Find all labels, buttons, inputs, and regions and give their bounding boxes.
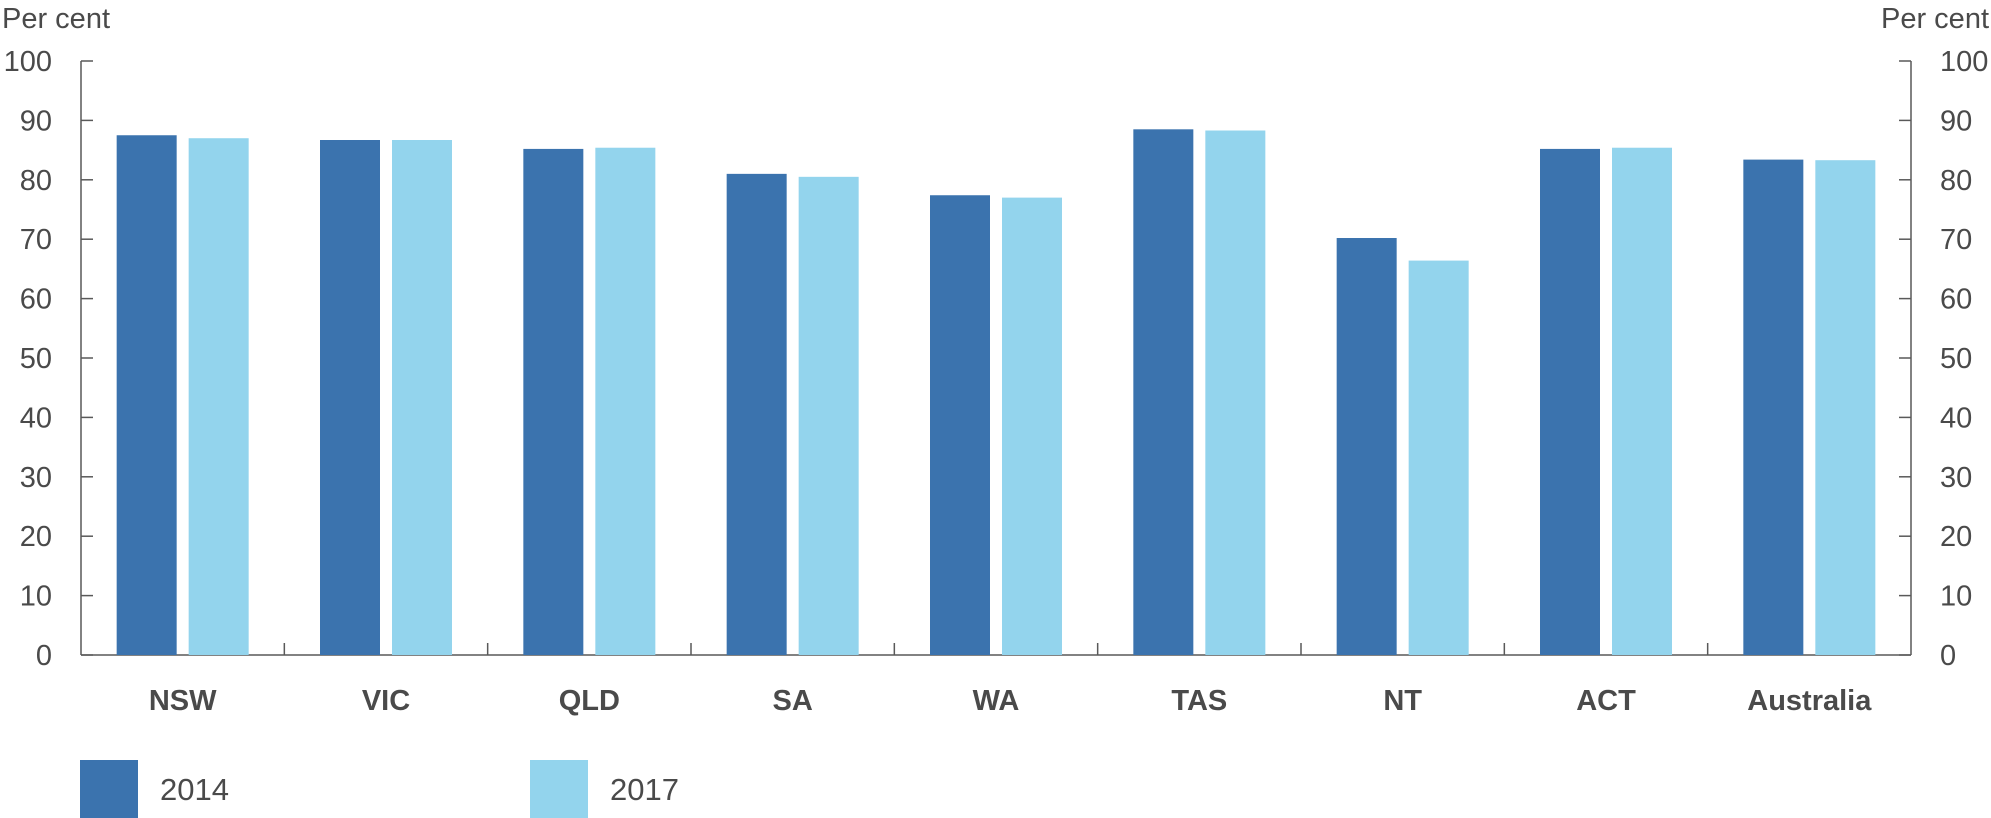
bar-2014-Australia xyxy=(1743,159,1804,655)
x-axis-ticks xyxy=(283,643,1709,655)
right-y-tick-label: 10 xyxy=(1940,581,1972,613)
right-y-tick-label: 40 xyxy=(1940,402,1972,434)
bar-2014-VIC xyxy=(320,140,380,655)
left-y-tick-label: 50 xyxy=(20,343,52,375)
right-y-tick-label: 50 xyxy=(1940,343,1972,375)
left-axis-unit-label: Per cent xyxy=(2,3,110,35)
left-y-tick-label: 90 xyxy=(20,105,52,137)
right-y-tick-label: 90 xyxy=(1940,105,1972,137)
category-label: NT xyxy=(1383,685,1422,717)
category-label: TAS xyxy=(1171,685,1227,717)
category-label: Australia xyxy=(1747,685,1872,717)
bars xyxy=(116,129,1876,656)
category-label: SA xyxy=(773,685,813,717)
bar-2017-NT xyxy=(1408,260,1469,655)
category-label: ACT xyxy=(1576,685,1636,717)
legend: 2014 2017 xyxy=(80,760,679,818)
right-y-tick-label: 70 xyxy=(1940,224,1972,256)
left-y-tick-label: 60 xyxy=(20,284,52,316)
legend-swatch-2014 xyxy=(80,760,138,818)
right-axis-unit-label: Per cent xyxy=(1881,3,1989,35)
bar-2017-SA xyxy=(798,176,859,655)
bar-2014-TAS xyxy=(1133,129,1194,655)
left-y-tick-label: 80 xyxy=(20,165,52,197)
bar-2017-Australia xyxy=(1815,160,1876,655)
right-y-tick-label: 20 xyxy=(1940,521,1972,553)
category-labels: NSW VIC QLD SA WA TAS NT ACT Australia xyxy=(149,685,1872,717)
legend-label: 2014 xyxy=(160,772,229,807)
right-y-tick-label: 0 xyxy=(1940,640,1956,672)
legend-label: 2017 xyxy=(610,772,679,807)
legend-swatch-2017 xyxy=(530,760,588,818)
bar-2014-NT xyxy=(1336,238,1397,655)
category-label: NSW xyxy=(149,685,217,717)
bar-2014-NSW xyxy=(116,135,177,655)
category-label: VIC xyxy=(362,685,410,717)
left-y-tick-label: 0 xyxy=(36,640,52,672)
left-y-tick-label: 40 xyxy=(20,402,52,434)
right-y-tick-label: 60 xyxy=(1940,284,1972,316)
category-label: QLD xyxy=(559,685,620,717)
bar-2014-WA xyxy=(930,195,990,655)
right-y-tick-label: 100 xyxy=(1940,46,1988,78)
bar-2017-ACT xyxy=(1612,147,1672,655)
bar-2014-SA xyxy=(726,173,787,656)
bar-2017-WA xyxy=(1002,197,1062,655)
left-y-tick-label: 70 xyxy=(20,224,52,256)
category-label: WA xyxy=(973,685,1020,717)
bar-2017-VIC xyxy=(392,140,452,655)
right-y-tick-label: 80 xyxy=(1940,165,1972,197)
bar-2017-NSW xyxy=(188,138,249,656)
right-y-tick-label: 30 xyxy=(1940,462,1972,494)
left-y-tick-label: 100 xyxy=(4,46,52,78)
left-y-tick-label: 30 xyxy=(20,462,52,494)
left-y-tick-label: 20 xyxy=(20,521,52,553)
y-axis-ticks: 0 0 10 10 20 20 30 30 40 40 50 50 60 60 70 70 80 80 90 90 10… xyxy=(4,46,1989,672)
left-y-tick-label: 10 xyxy=(20,581,52,613)
bar-2017-TAS xyxy=(1205,130,1266,656)
bar-2014-QLD xyxy=(523,148,584,656)
bar-2017-QLD xyxy=(595,147,656,655)
bar-2014-ACT xyxy=(1540,148,1600,656)
